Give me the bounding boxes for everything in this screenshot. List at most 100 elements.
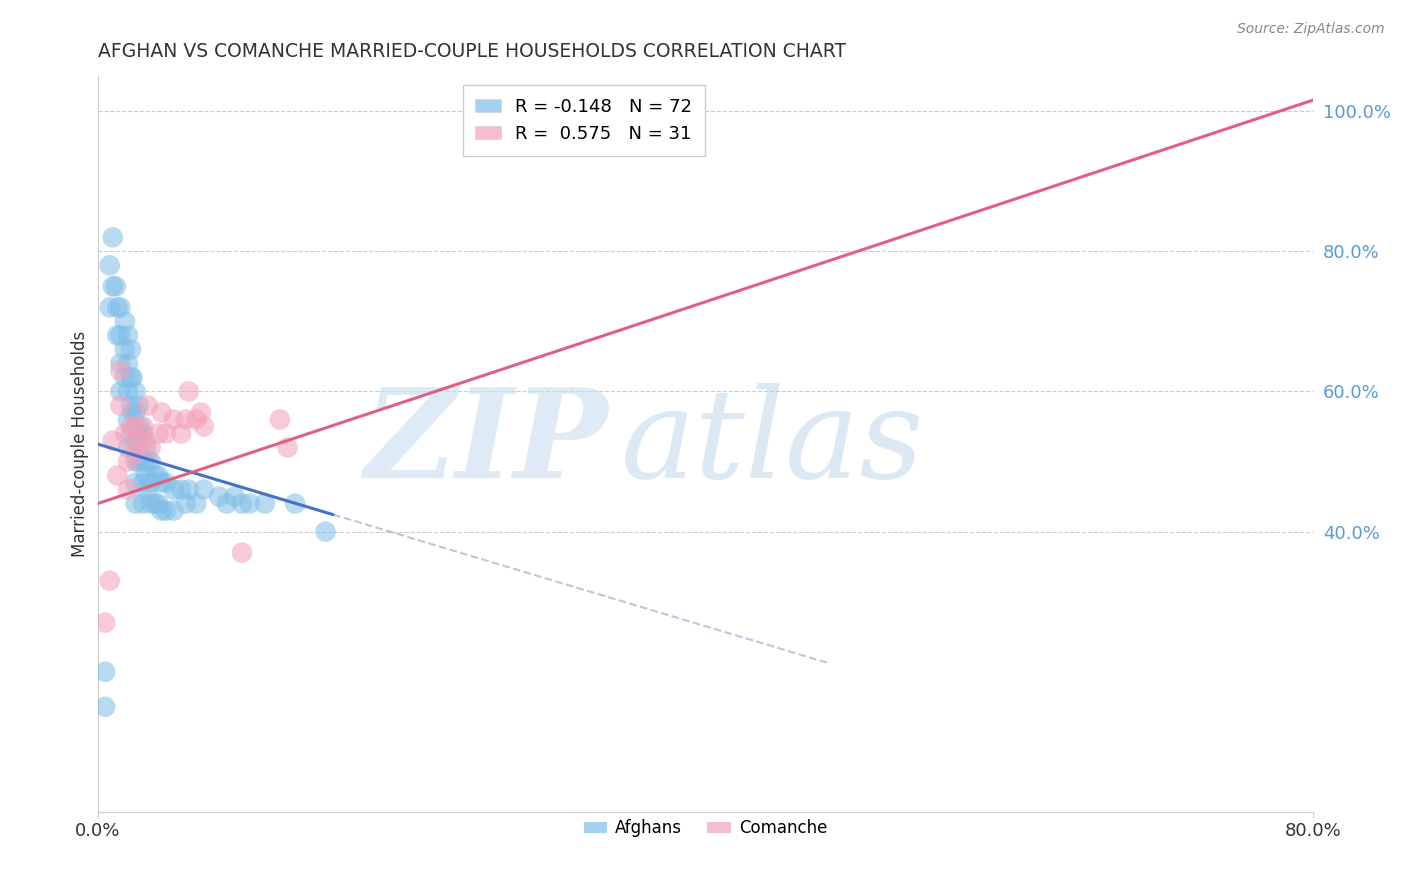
Point (114, 343, 136, 357)
Point (124, 448, 146, 462)
Point (170, 426, 193, 441)
Point (139, 497, 162, 511)
Point (98, 574, 121, 588)
Point (132, 419, 155, 434)
Point (150, 405, 173, 419)
Point (121, 441, 143, 455)
Point (253, 497, 276, 511)
Point (135, 468, 157, 483)
Point (155, 475, 177, 490)
Point (117, 454, 139, 468)
Point (129, 434, 152, 448)
Point (139, 475, 162, 490)
Point (224, 490, 246, 504)
Point (117, 384, 139, 399)
Point (148, 426, 170, 441)
Point (193, 483, 215, 497)
Point (105, 468, 128, 483)
Point (121, 370, 143, 384)
Text: ZIP: ZIP (364, 384, 609, 505)
Point (110, 356, 132, 370)
Point (98, 301, 121, 315)
Point (150, 475, 173, 490)
Point (110, 328, 132, 343)
Point (114, 426, 136, 441)
Point (124, 405, 146, 419)
Point (148, 468, 170, 483)
Point (117, 356, 139, 370)
Point (208, 490, 231, 504)
Point (124, 454, 146, 468)
Point (124, 434, 146, 448)
Point (120, 426, 142, 441)
Point (98, 259, 121, 273)
Point (128, 399, 150, 413)
Point (117, 412, 139, 426)
Point (129, 448, 152, 462)
Point (129, 419, 152, 434)
Point (101, 230, 124, 244)
Point (162, 483, 184, 497)
Point (136, 399, 159, 413)
Point (114, 314, 136, 328)
Point (186, 412, 208, 426)
Point (238, 497, 260, 511)
Point (170, 483, 193, 497)
Point (190, 405, 212, 419)
Point (105, 301, 128, 315)
Text: Source: ZipAtlas.com: Source: ZipAtlas.com (1237, 22, 1385, 37)
Point (120, 399, 142, 413)
Point (120, 419, 142, 434)
Point (177, 384, 200, 399)
Point (143, 468, 166, 483)
Point (143, 497, 166, 511)
Point (124, 419, 146, 434)
Point (277, 441, 299, 455)
Point (174, 497, 197, 511)
Point (94, 699, 117, 714)
Point (117, 483, 139, 497)
Point (101, 279, 124, 293)
Point (117, 441, 139, 455)
Point (94, 615, 117, 630)
Point (128, 426, 150, 441)
Point (110, 363, 132, 377)
Point (132, 426, 155, 441)
Point (114, 370, 136, 384)
Point (128, 454, 150, 468)
Point (231, 497, 253, 511)
Point (148, 497, 170, 511)
Point (124, 497, 146, 511)
Point (155, 426, 177, 441)
Point (101, 434, 124, 448)
Y-axis label: Married-couple Households: Married-couple Households (72, 331, 89, 558)
Point (139, 441, 162, 455)
Point (105, 328, 128, 343)
Point (150, 503, 173, 517)
Point (110, 399, 132, 413)
Point (94, 665, 117, 679)
Point (110, 301, 132, 315)
Point (315, 524, 337, 539)
Point (104, 279, 127, 293)
Point (155, 503, 177, 517)
Point (124, 475, 146, 490)
Point (135, 434, 157, 448)
Point (132, 454, 155, 468)
Point (139, 454, 162, 468)
Point (284, 497, 307, 511)
Point (121, 405, 143, 419)
Point (186, 497, 208, 511)
Point (135, 441, 157, 455)
Point (132, 497, 155, 511)
Point (120, 343, 142, 357)
Text: atlas: atlas (620, 384, 924, 505)
Point (231, 546, 253, 560)
Point (124, 384, 146, 399)
Legend: Afghans, Comanche: Afghans, Comanche (576, 813, 834, 844)
Text: AFGHAN VS COMANCHE MARRIED-COUPLE HOUSEHOLDS CORRELATION CHART: AFGHAN VS COMANCHE MARRIED-COUPLE HOUSEH… (97, 42, 845, 61)
Point (117, 328, 139, 343)
Point (120, 370, 142, 384)
Point (269, 412, 291, 426)
Point (162, 503, 184, 517)
